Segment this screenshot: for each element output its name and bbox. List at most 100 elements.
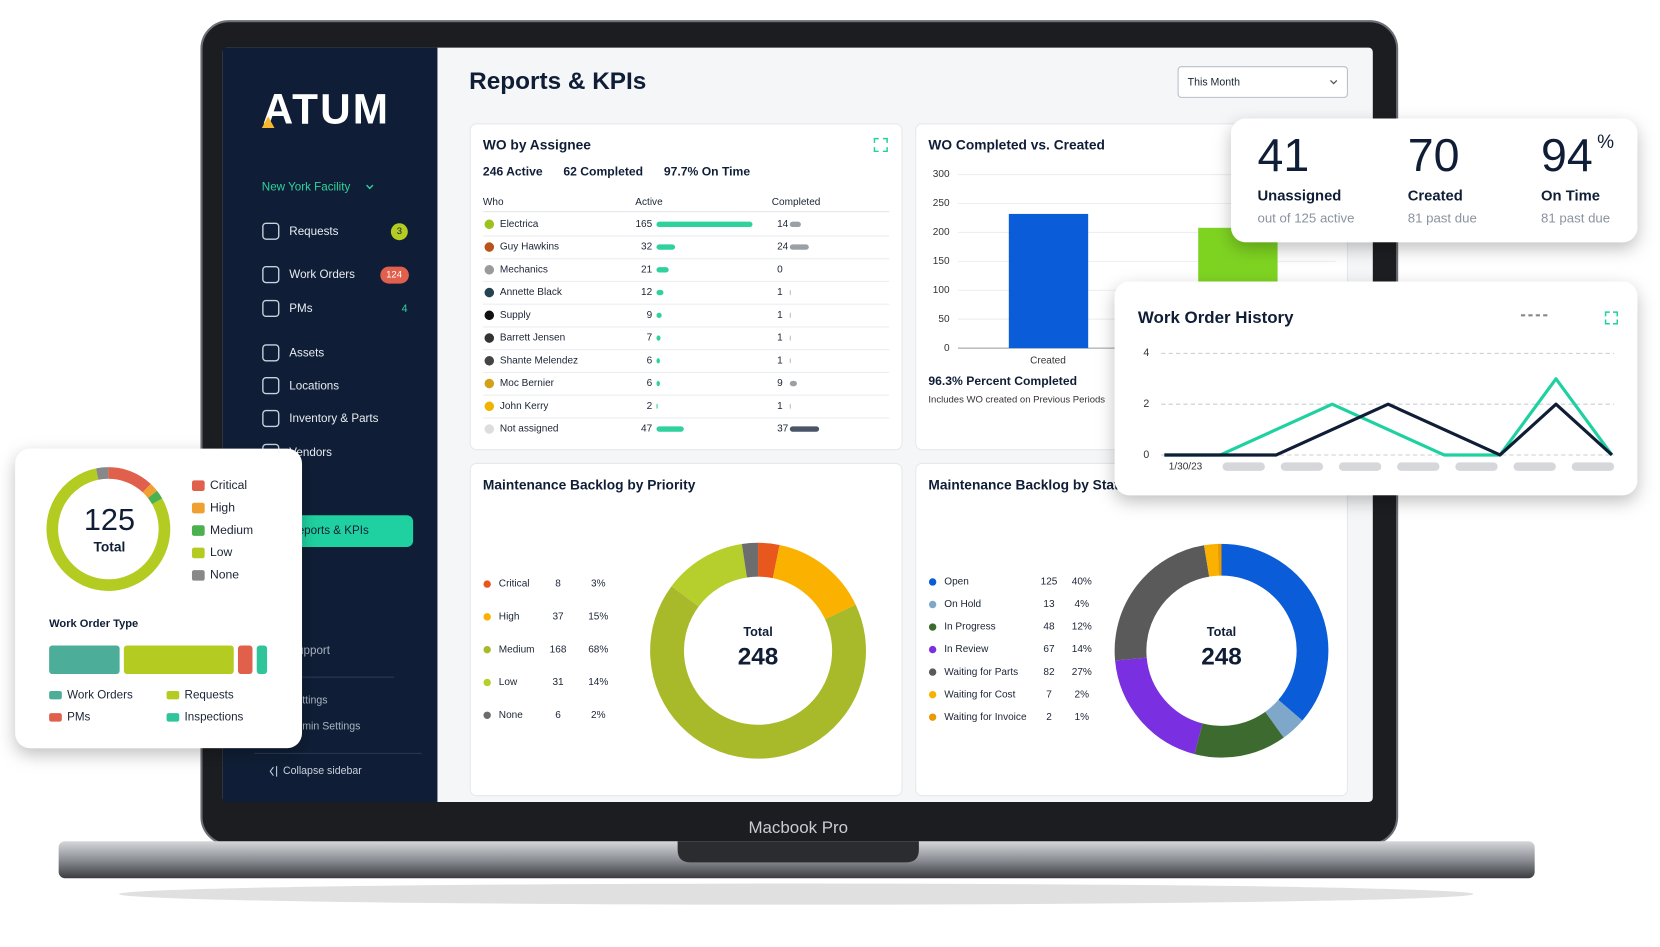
page-title: Reports & KPIs xyxy=(469,68,646,95)
row-completed: 14 xyxy=(777,219,789,230)
y-tick-label: 300 xyxy=(933,169,950,180)
legend-percent: 1% xyxy=(1075,712,1090,723)
nav-item[interactable]: Inventory & Parts xyxy=(289,412,378,425)
row-dot xyxy=(484,378,495,389)
active-bar xyxy=(656,312,662,318)
row-dot xyxy=(484,424,495,434)
badge xyxy=(390,223,408,241)
legend-value: 48 xyxy=(1043,622,1055,633)
legend-name: Waiting for Invoice xyxy=(944,712,1027,723)
donut-total: 248 xyxy=(738,644,779,671)
blurred-label xyxy=(1397,462,1440,471)
row-active: 6 xyxy=(647,355,653,366)
blurred-label xyxy=(1571,462,1615,471)
active-bar xyxy=(656,358,660,364)
legend-swatch xyxy=(166,713,180,722)
stat-label: Unassigned xyxy=(1257,189,1341,205)
active-bar xyxy=(656,244,676,250)
legend-dot xyxy=(483,678,491,687)
y-tick-label: 200 xyxy=(933,227,950,238)
row-dot xyxy=(484,287,495,298)
legend-swatch xyxy=(191,502,205,514)
row-dot xyxy=(484,219,495,230)
facility-select[interactable]: New York Facility xyxy=(262,180,351,193)
row-active: 47 xyxy=(641,424,653,435)
nav-item[interactable]: Work Orders xyxy=(289,268,355,281)
stat-value: 70 xyxy=(1408,129,1460,181)
blurred-label xyxy=(1513,462,1556,471)
legend-name: Requests xyxy=(185,688,234,701)
collapse-icon xyxy=(269,766,278,777)
stat-label: Created xyxy=(1408,189,1463,205)
completed-bar xyxy=(789,289,791,296)
legend-swatch xyxy=(191,525,205,536)
settings-item[interactable]: Admin Settings xyxy=(289,721,360,733)
expand-icon[interactable] xyxy=(1604,311,1618,325)
active-bar xyxy=(656,403,658,409)
legend-percent: 15% xyxy=(588,612,608,623)
type-segment xyxy=(256,645,268,675)
period-value[interactable]: This Month xyxy=(1188,76,1240,88)
nav-item[interactable]: Requests xyxy=(289,225,338,238)
collapse-sidebar[interactable]: Collapse sidebar xyxy=(283,765,362,777)
nav-icon xyxy=(262,265,280,284)
card-title: Maintenance Backlog by Status xyxy=(928,477,1135,492)
type-segment xyxy=(123,645,234,675)
legend-dot xyxy=(928,690,937,699)
legend-swatch xyxy=(49,690,62,700)
column-header: Active xyxy=(635,197,663,208)
legend-percent: 68% xyxy=(588,644,608,655)
legend-value: 67 xyxy=(1043,644,1055,655)
donut-segment xyxy=(650,586,866,759)
row-name: John Kerry xyxy=(500,401,549,412)
period-select[interactable] xyxy=(1177,66,1348,98)
stat-sub: 81 past due xyxy=(1541,211,1610,226)
nav-icon xyxy=(262,409,280,428)
summary: 96.3% Percent Completed xyxy=(928,374,1077,388)
row-name: Mechanics xyxy=(500,264,548,275)
donut-segment xyxy=(46,468,171,591)
donut-segment xyxy=(147,490,163,505)
row-active: 32 xyxy=(641,242,653,253)
donut-segment xyxy=(108,467,151,493)
nav-item[interactable]: Locations xyxy=(289,379,339,392)
legend-value: 125 xyxy=(1041,577,1058,588)
donut-total: 125 xyxy=(84,502,135,537)
nav-item[interactable]: Assets xyxy=(289,346,324,359)
legend-percent: 40% xyxy=(1072,577,1092,588)
completed-bar xyxy=(789,426,820,432)
nav-item[interactable]: Vendors xyxy=(289,446,332,459)
legend-dot xyxy=(928,600,937,609)
row-active: 9 xyxy=(647,310,653,321)
y-tick-label: 4 xyxy=(1143,347,1149,359)
legend-percent: 27% xyxy=(1072,667,1092,678)
row-name: Annette Black xyxy=(500,287,563,298)
legend-dot xyxy=(483,613,491,621)
legend-name: Low xyxy=(210,545,233,559)
y-tick-label: 50 xyxy=(938,314,950,325)
donut-segment xyxy=(671,544,748,607)
stats-card xyxy=(1231,118,1638,243)
donut-total: 248 xyxy=(1201,644,1242,671)
legend-value: 6 xyxy=(555,710,561,721)
nav-item[interactable]: Reports & KPIs xyxy=(289,524,369,537)
nav-icon xyxy=(262,344,280,362)
chevron xyxy=(366,184,374,190)
blurred-label xyxy=(1222,462,1265,471)
legend-name: High xyxy=(499,612,520,623)
row-dot xyxy=(484,401,495,412)
y-tick-label: 150 xyxy=(933,256,950,267)
donut-label: Total xyxy=(94,540,126,555)
legend-name: Low xyxy=(499,677,518,688)
expand-icon[interactable] xyxy=(873,137,888,153)
row-completed: 9 xyxy=(777,378,783,389)
row-name: Not assigned xyxy=(500,424,559,435)
active-bar xyxy=(656,426,684,432)
y-tick-label: 0 xyxy=(1143,449,1149,461)
completed-bar xyxy=(789,312,791,318)
card-title: Work Order History xyxy=(1138,308,1294,327)
row-active: 7 xyxy=(647,333,653,344)
nav-item[interactable]: PMs xyxy=(289,302,312,315)
assignee-card xyxy=(469,123,903,451)
legend-name: Waiting for Cost xyxy=(944,689,1015,700)
